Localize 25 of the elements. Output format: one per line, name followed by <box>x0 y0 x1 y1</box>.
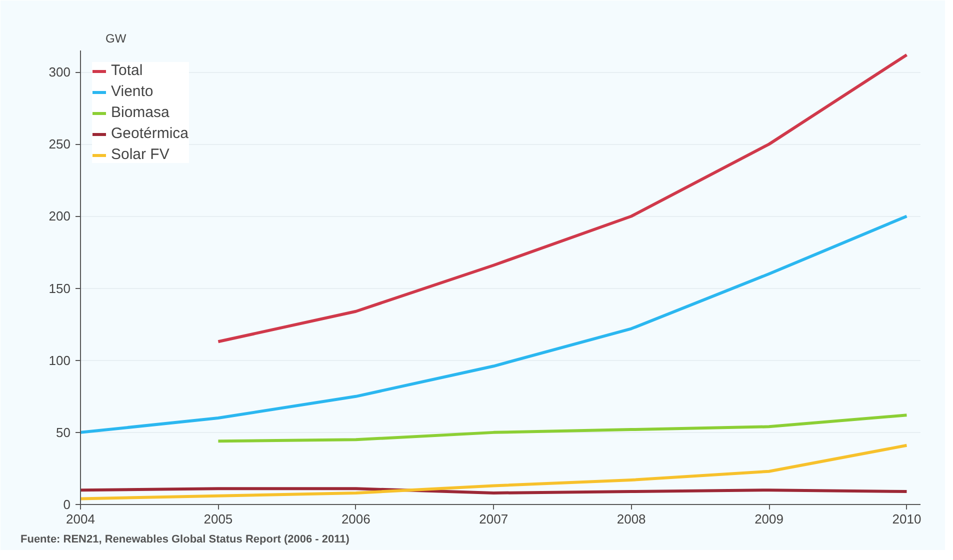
y-tick-label: 200 <box>48 208 71 224</box>
x-tick-label: 2006 <box>341 512 370 526</box>
x-tick-label: 2005 <box>204 512 233 526</box>
y-tick-label: 0 <box>63 497 71 512</box>
source-note: Fuente: REN21, Renewables Global Status Report (2006 - 2011) <box>20 534 350 546</box>
legend-label: Viento <box>111 83 154 100</box>
y-tick-label: 50 <box>56 424 71 440</box>
x-tick-label: 2004 <box>66 512 95 526</box>
y-tick-label: 300 <box>48 64 71 80</box>
line-series <box>216 414 908 443</box>
legend-label: Total <box>111 62 143 79</box>
line-series <box>216 53 908 344</box>
y-axis-title: GW <box>106 32 127 46</box>
legend-label: Biomasa <box>111 104 170 121</box>
line-series <box>80 444 908 500</box>
x-tick-label: 2007 <box>479 512 508 526</box>
x-tick-label: 2010 <box>892 512 922 526</box>
y-tick-label: 100 <box>48 352 71 368</box>
x-tick-label: 2008 <box>616 512 646 526</box>
legend-label: Geotérmica <box>111 125 189 142</box>
y-tick-label: 150 <box>48 280 71 296</box>
legend-label: Solar FV <box>111 146 170 163</box>
y-tick-label: 250 <box>48 136 71 152</box>
line-series <box>80 214 908 434</box>
x-tick-label: 2009 <box>754 512 784 526</box>
